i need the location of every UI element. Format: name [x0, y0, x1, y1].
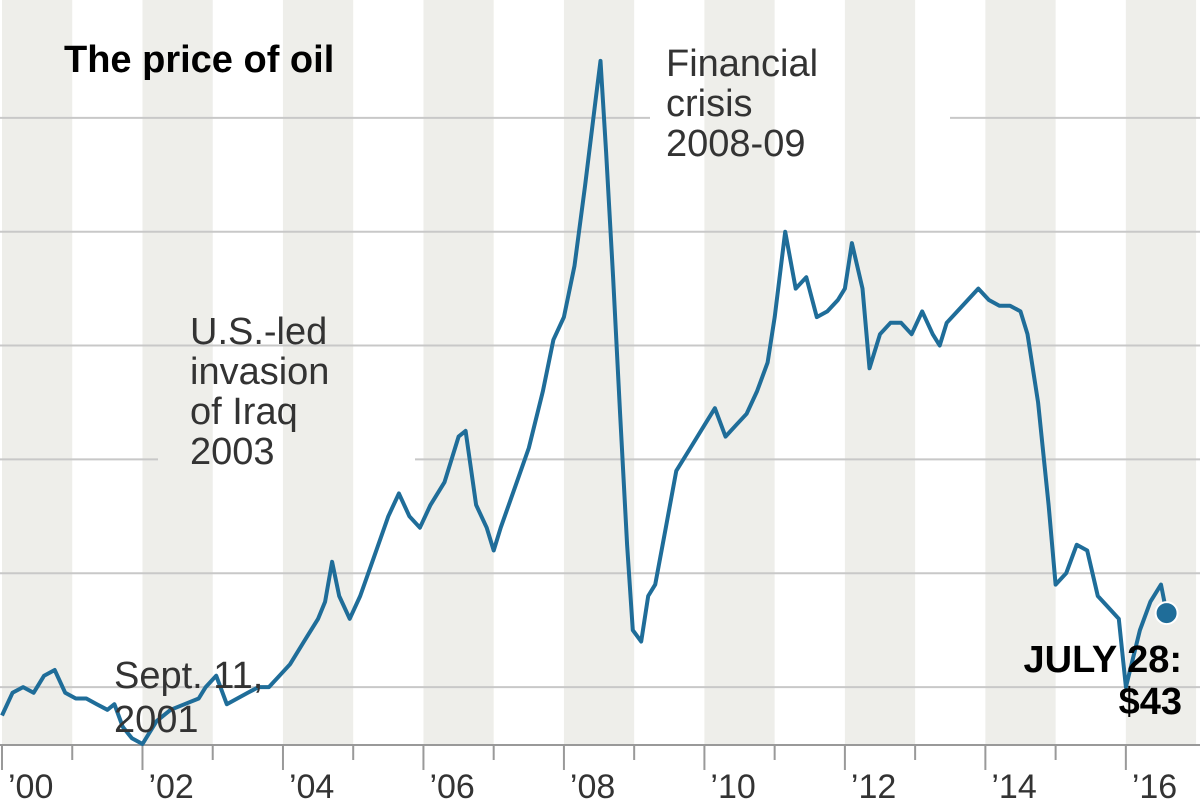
year-bands: [2, 0, 1197, 744]
year-band-2008: [563, 0, 635, 744]
x-axis: ’00 ’02 ’04 ’06 ’08 ’10 ’12 ’14 ’16: [0, 744, 1200, 800]
latest-price-marker: [1154, 601, 1179, 626]
x-tick-label-2006: ’06: [429, 768, 474, 800]
x-tick-label-2004: ’04: [289, 768, 334, 800]
gridlines: [0, 116, 1200, 689]
annotation-sept-11: Sept. 11, 2001: [114, 655, 263, 741]
annotation-sept-11-line-1: Sept. 11,: [114, 655, 263, 697]
latest-price-label-line-1: JULY 28:: [1024, 639, 1182, 681]
annotation-financial-crisis-line-2: crisis: [666, 83, 753, 125]
year-band-2002: [142, 0, 213, 744]
annotation-iraq-invasion-line-4: 2003: [190, 431, 275, 473]
price-series-line: [0, 58, 1169, 746]
year-band-2000: [2, 0, 73, 744]
x-tick-label-2014: ’14: [991, 768, 1036, 800]
annotation-financial-crisis-line-1: Financial: [666, 43, 818, 85]
x-tick-label-2016: ’16: [1132, 768, 1177, 800]
annotation-financial-crisis: Financial crisis 2008-09: [666, 43, 818, 165]
year-band-2006: [423, 0, 494, 744]
annotation-financial-crisis-line-3: 2008-09: [666, 123, 805, 165]
x-tick-label-2000: ’00: [8, 768, 53, 800]
annotation-iraq-invasion-line-3: of Iraq: [190, 391, 298, 433]
latest-price-label: JULY 28: $43: [1024, 639, 1182, 723]
x-tick-label-2008: ’08: [570, 768, 615, 800]
annotation-iraq-invasion-line-2: invasion: [190, 351, 329, 393]
year-band-2016: [1125, 0, 1197, 744]
annotation-iraq-invasion: U.S.-led invasion of Iraq 2003: [190, 311, 329, 473]
year-band-2014: [985, 0, 1056, 744]
year-band-2012: [844, 0, 916, 744]
latest-price-label-line-2: $43: [1119, 681, 1182, 723]
annotation-iraq-invasion-line-1: U.S.-led: [190, 311, 327, 353]
x-tick-label-2010: ’10: [710, 768, 755, 800]
annotation-sept-11-line-2: 2001: [114, 699, 199, 741]
x-tick-label-2002: ’02: [148, 768, 193, 800]
chart-title: The price of oil: [64, 39, 334, 81]
annotations: Sept. 11, 2001 U.S.-led invasion of Iraq 2003…: [114, 43, 1182, 741]
x-tick-label-2012: ’12: [851, 768, 896, 800]
